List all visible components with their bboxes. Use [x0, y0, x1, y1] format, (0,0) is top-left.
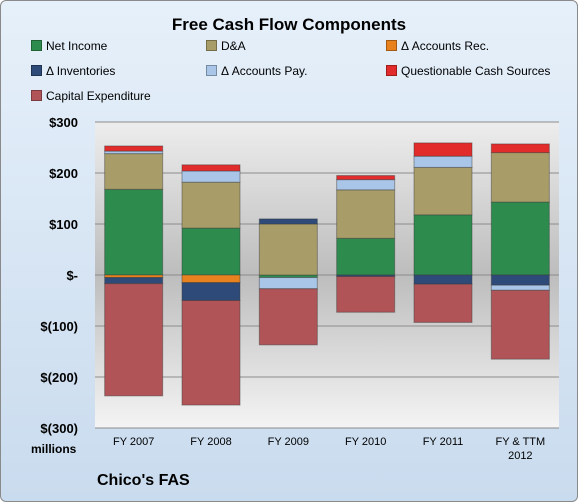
bar-segment — [336, 179, 396, 191]
bar-segment — [258, 218, 318, 225]
y-tick-label: $- — [66, 268, 78, 283]
bar-segment — [413, 274, 473, 285]
x-tick-label: FY & TTM 2012 — [495, 436, 545, 462]
bar-segment — [181, 227, 241, 276]
legend-label: Questionable Cash Sources — [401, 64, 551, 78]
legend-label: Net Income — [46, 39, 108, 53]
legend-item: D&A — [206, 39, 246, 53]
bar-segment — [336, 237, 396, 276]
bar-segment — [181, 181, 241, 229]
bar-segment — [258, 277, 318, 290]
bar-segment — [104, 188, 164, 276]
bar-segment — [104, 145, 164, 152]
x-tick-label: FY 2010 — [345, 436, 386, 448]
legend-label: Δ Accounts Pay. — [221, 64, 308, 78]
x-tick-label: FY 2008 — [190, 436, 231, 448]
y-tick-label: $300 — [49, 115, 78, 130]
legend-item: Δ Inventories — [31, 64, 115, 78]
y-tick-label: $(200) — [40, 370, 78, 385]
legend-swatch — [386, 65, 397, 76]
bar-segment — [490, 143, 550, 154]
chart-title: Free Cash Flow Components — [171, 15, 407, 34]
legend-item: Δ Accounts Pay. — [206, 64, 308, 78]
bar-segment — [413, 283, 473, 323]
bar-segment — [413, 166, 473, 216]
legend-item: Questionable Cash Sources — [386, 64, 550, 78]
legend-label: Δ Accounts Rec. — [401, 39, 490, 53]
bar-segment — [413, 155, 473, 168]
legend-swatch — [206, 40, 217, 51]
bar-segment — [490, 152, 550, 203]
legend-swatch — [386, 40, 397, 51]
legend-swatch — [206, 65, 217, 76]
company-name: Chico's FAS — [97, 472, 190, 489]
bar-segment — [258, 223, 318, 276]
legend-item: Capital Expenditure — [31, 89, 151, 103]
x-tick-label: FY 2007 — [113, 436, 154, 448]
bar-segment — [181, 170, 241, 183]
bar-segment — [490, 274, 550, 286]
legend-label: Capital Expenditure — [46, 89, 151, 103]
y-tick-label: $200 — [49, 166, 78, 181]
bar-segment — [181, 164, 241, 172]
bar-segment — [413, 142, 473, 157]
legend-swatch — [31, 90, 42, 101]
bar-segment — [490, 201, 550, 276]
legend-label: D&A — [221, 39, 246, 53]
x-tick-label: FY 2011 — [423, 436, 464, 448]
bar-segment — [181, 282, 241, 301]
bar-segment — [181, 300, 241, 406]
legend-swatch — [31, 40, 42, 51]
legend-item: Net Income — [31, 39, 107, 53]
legend-item: Δ Accounts Rec. — [386, 39, 489, 53]
bar-segment — [490, 284, 550, 291]
legend-swatch — [31, 65, 42, 76]
bar-segment — [336, 189, 396, 239]
bar-segment — [413, 214, 473, 276]
bar-segment — [490, 289, 550, 360]
y-tick-label: $(300) — [40, 421, 78, 436]
bar-segment — [104, 277, 164, 285]
y-tick-label: $(100) — [40, 319, 78, 334]
bar-segment — [336, 175, 396, 181]
y-tick-label: $100 — [49, 217, 78, 232]
bar-segment — [336, 276, 396, 313]
bar-segment — [181, 274, 241, 284]
bar-segment — [104, 283, 164, 397]
legend-label: Δ Inventories — [46, 64, 116, 78]
bar-segment — [258, 288, 318, 346]
bar-segment — [104, 153, 164, 190]
units-label: millions — [31, 442, 77, 456]
x-tick-label: FY 2009 — [268, 436, 309, 448]
